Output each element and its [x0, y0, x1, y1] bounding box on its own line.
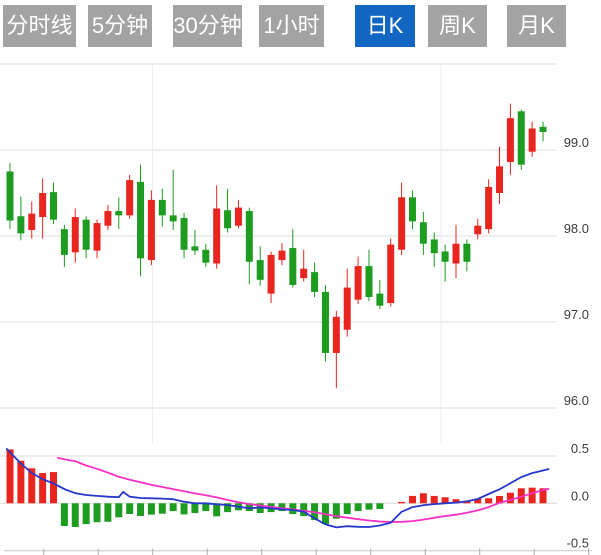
indicator-axis-label: 0.0 [571, 488, 589, 503]
grid-lines [0, 63, 557, 504]
tab-5min[interactable]: 5分钟 [88, 5, 152, 47]
tab-daily-k[interactable]: 日K [355, 5, 415, 47]
tab-30min[interactable]: 30分钟 [173, 5, 242, 47]
candles [6, 103, 547, 389]
x-axis [4, 548, 592, 555]
interval-tabbar: 分时线 5分钟 30分钟 1小时 日K 周K 月K [0, 0, 601, 52]
indicator-axis-label: 0.5 [571, 441, 589, 456]
y-axis-labels: 99.0 98.0 97.0 96.0 0.5 0.0 -0.5 [564, 135, 589, 551]
tab-timeline[interactable]: 分时线 [3, 5, 76, 47]
price-axis-label: 96.0 [564, 393, 589, 408]
indicator-axis-label: -0.5 [567, 536, 589, 551]
price-axis-label: 98.0 [564, 221, 589, 236]
price-axis-label: 99.0 [564, 135, 589, 150]
tab-weekly-k[interactable]: 周K [428, 5, 487, 47]
macd-histogram [6, 449, 547, 527]
dif-line [5, 447, 550, 529]
price-axis-label: 97.0 [564, 307, 589, 322]
tab-monthly-k[interactable]: 月K [507, 5, 566, 47]
tab-1hour[interactable]: 1小时 [259, 5, 324, 47]
